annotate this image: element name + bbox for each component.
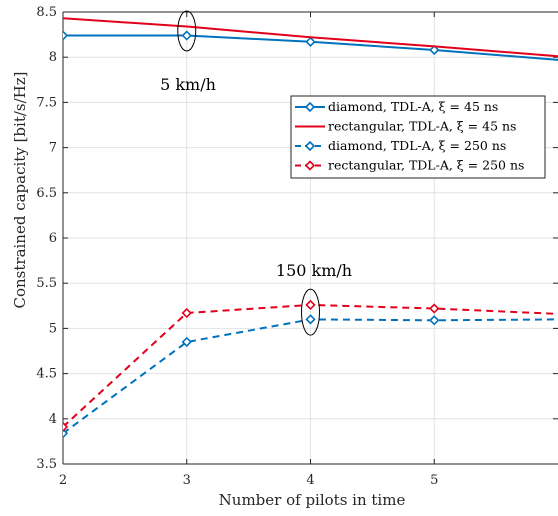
legend-entry-4: rectangular, TDL-A, ξ = 250 ns (328, 158, 524, 173)
annotation-5kmh: 5 km/h (160, 75, 216, 94)
data-point-marker (429, 44, 440, 56)
legend-box (290, 95, 546, 179)
data-point-marker (305, 299, 316, 311)
y-tick-label: 6.5 (36, 186, 57, 201)
grid (62, 11, 558, 465)
y-axis-label: Constrained capacity [bit/s/Hz] (11, 72, 29, 309)
legend-entry-3: diamond, TDL-A, ξ = 250 ns (328, 138, 506, 153)
x-tick-label: 3 (183, 473, 191, 488)
legend-marker (304, 160, 316, 171)
data-point-marker (429, 315, 440, 326)
y-tick-label: 7 (49, 141, 57, 156)
x-axis-label: Number of pilots in time (219, 491, 406, 509)
legend-marker (304, 101, 316, 113)
data-point-marker (63, 30, 69, 41)
series-4 (63, 299, 558, 433)
data-point-marker (429, 303, 440, 314)
data-point-marker (181, 307, 192, 319)
x-tick-label: 2 (59, 473, 67, 488)
y-tick-label: 8.5 (36, 5, 57, 20)
y-tick-label: 6 (49, 231, 57, 246)
y-tick-label: 5 (49, 321, 57, 336)
y-tick-label: 3.5 (36, 457, 57, 472)
legend-entry-1: diamond, TDL-A, ξ = 45 ns (328, 99, 498, 114)
data-point-marker (305, 314, 316, 325)
data-point-marker (63, 428, 69, 439)
data-point-marker (305, 36, 316, 47)
x-tick-label: 5 (430, 473, 438, 488)
series-line (63, 17, 558, 58)
y-tick-label: 5.5 (36, 276, 57, 291)
data-point-marker (63, 421, 69, 433)
annotation-150kmh: 150 km/h (276, 261, 352, 280)
legend-entry-2: rectangular, TDL-A, ξ = 45 ns (328, 119, 516, 134)
y-tick-label: 8 (49, 50, 57, 65)
y-tick-label: 4 (49, 412, 57, 427)
x-tick-label: 4 (306, 473, 314, 488)
legend: diamond, TDL-A, ξ = 45 ns rectangular, TD… (290, 95, 546, 179)
data-point-marker (181, 336, 192, 348)
annotation-ellipse-150kmh (301, 288, 320, 336)
series-1 (63, 30, 558, 61)
y-tick-label: 7.5 (36, 95, 57, 110)
y-tick-label: 4.5 (36, 367, 57, 382)
series-3 (63, 314, 558, 439)
series-2 (63, 17, 558, 58)
data-point-marker (181, 30, 192, 41)
annotations: 5 km/h 150 km/h (160, 10, 352, 336)
legend-marker (304, 140, 316, 152)
axes: 2 3 4 5 3.5 4 4.5 5 5.5 6 6.5 7 7.5 8 8.5 (36, 5, 558, 488)
plot-series (63, 17, 558, 439)
annotation-ellipse-5kmh (177, 10, 197, 52)
